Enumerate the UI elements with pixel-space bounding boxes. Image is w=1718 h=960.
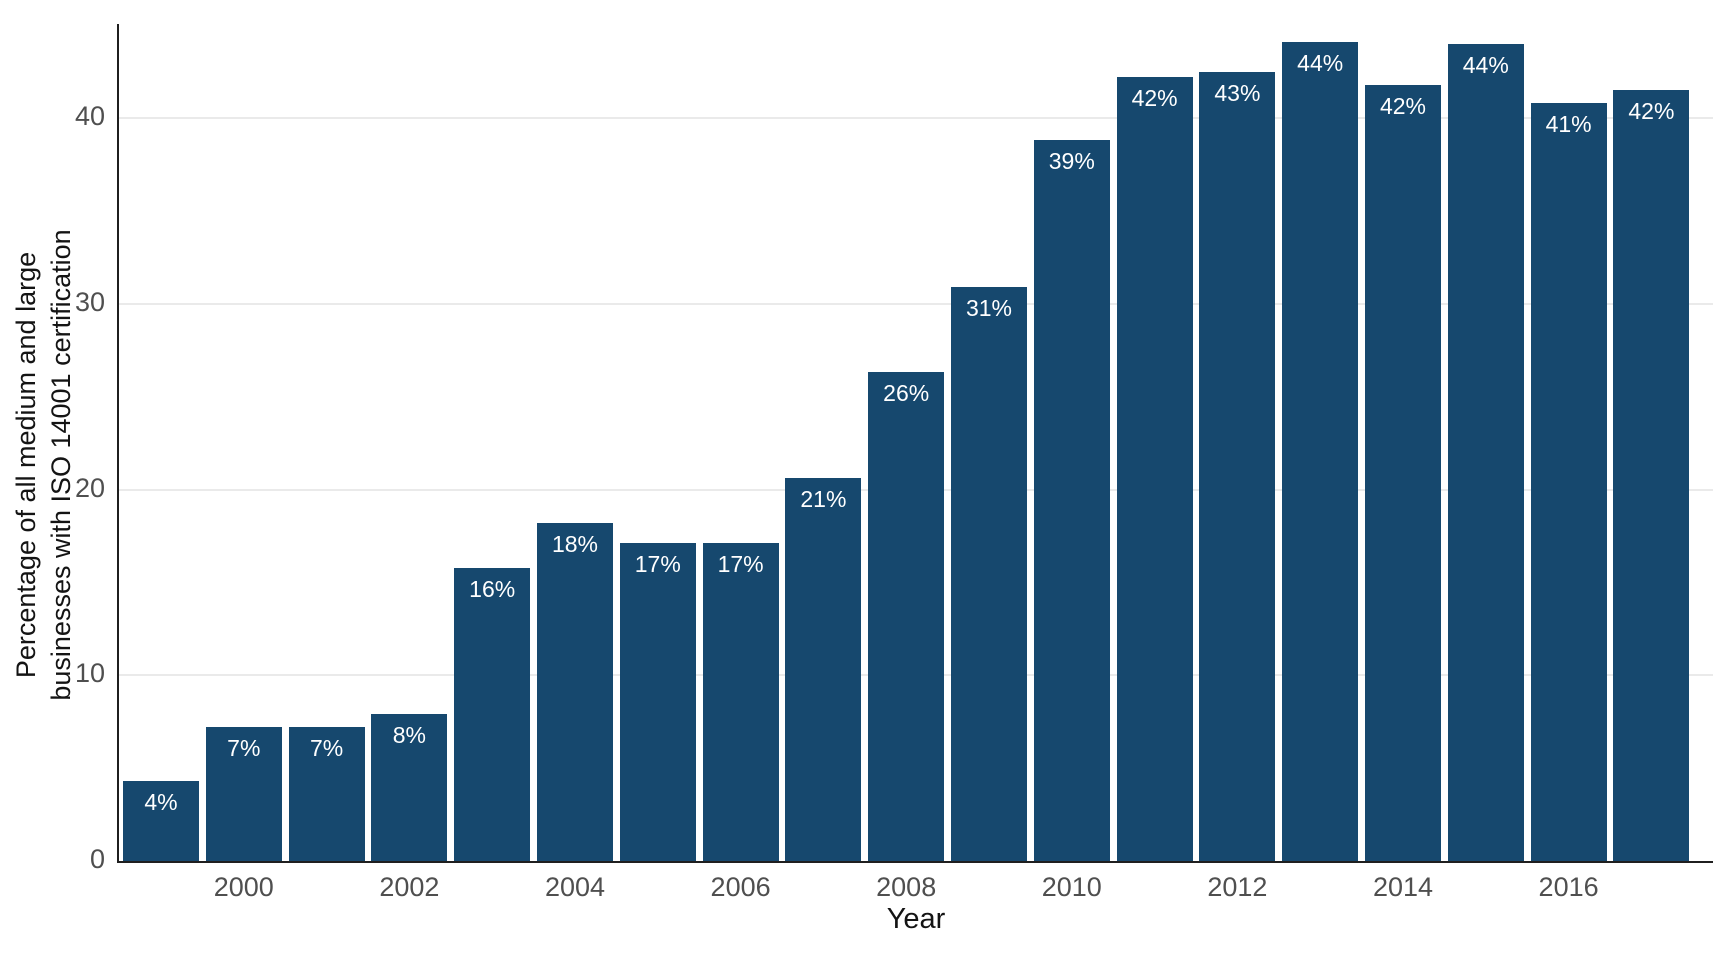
bar-value-label-2011: 42%	[1131, 85, 1178, 112]
bar-2000: 7%	[205, 727, 282, 861]
bar-value-label-2006: 17%	[717, 551, 764, 578]
gridline-30	[119, 302, 1713, 305]
y-tick-10: 10	[74, 658, 105, 689]
y-tick-20: 20	[74, 472, 105, 503]
bar-2003: 16%	[454, 567, 531, 861]
bar-value-label-2000: 7%	[227, 735, 261, 762]
bar-value-label-2003: 16%	[469, 575, 516, 602]
bar-2010: 39%	[1033, 140, 1110, 861]
x-tick-2002: 2002	[379, 872, 440, 902]
y-tick-0: 0	[89, 844, 105, 874]
bar-2015: 44%	[1447, 43, 1524, 861]
x-tick-2004: 2004	[544, 872, 606, 902]
bar-value-label-2002: 8%	[392, 722, 427, 749]
x-tick-2016: 2016	[1538, 872, 1599, 902]
bar-value-label-2013: 44%	[1297, 49, 1344, 76]
bar-2005: 17%	[619, 543, 696, 861]
x-tick-2000: 2000	[213, 872, 274, 902]
bar-value-label-2001: 7%	[309, 735, 344, 762]
gridline-40	[119, 117, 1713, 119]
x-tick-2014: 2014	[1372, 872, 1434, 902]
bar-2014: 42%	[1365, 84, 1441, 861]
y-axis-line	[117, 24, 119, 863]
bar-value-label-2004: 18%	[551, 530, 599, 557]
bar-value-label-2015: 44%	[1462, 51, 1509, 78]
y-tick-30: 30	[74, 286, 105, 317]
x-tick-2012: 2012	[1207, 872, 1268, 902]
bar-2009: 31%	[951, 287, 1027, 861]
x-tick-2006: 2006	[710, 872, 771, 902]
x-tick-2010: 2010	[1041, 872, 1102, 902]
bar-value-label-2014: 42%	[1379, 92, 1427, 119]
bar-value-label-2017: 42%	[1628, 98, 1675, 125]
x-axis-line	[117, 861, 1713, 863]
bar-1999: 4%	[123, 781, 199, 861]
x-axis-title: Year	[886, 903, 946, 935]
bar-2001: 7%	[288, 727, 365, 861]
bar-2016: 41%	[1530, 103, 1607, 861]
bar-2004: 18%	[537, 522, 613, 861]
y-tick-40: 40	[74, 101, 105, 131]
bar-value-label-2012: 43%	[1214, 79, 1261, 106]
bar-value-label-2010: 39%	[1048, 148, 1095, 175]
bar-value-label-2007: 21%	[800, 486, 847, 513]
bar-2012: 43%	[1199, 71, 1276, 861]
bar-value-label-2016: 41%	[1545, 111, 1592, 138]
bar-2011: 42%	[1116, 77, 1193, 861]
bar-2007: 21%	[785, 478, 862, 861]
bar-value-label-1999: 4%	[144, 789, 178, 816]
x-tick-2008: 2008	[876, 872, 937, 902]
bar-2002: 8%	[371, 714, 448, 861]
bar-value-label-2008: 26%	[883, 380, 930, 407]
bar-2017: 42%	[1613, 90, 1690, 861]
bar-2006: 17%	[702, 543, 779, 861]
bar-value-label-2009: 31%	[965, 295, 1013, 322]
bar-value-label-2005: 17%	[634, 551, 681, 578]
bar-2008: 26%	[868, 372, 945, 861]
bar-2013: 44%	[1282, 41, 1359, 861]
